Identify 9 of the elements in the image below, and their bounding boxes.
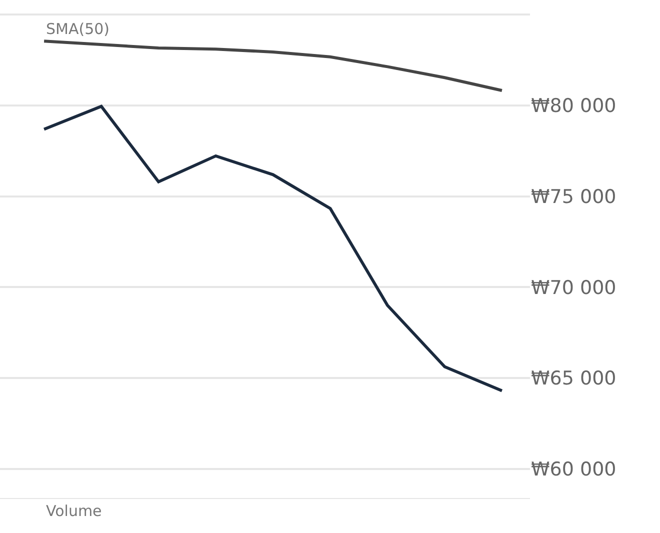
line-series bbox=[42, 104, 504, 392]
y-tick-label: ₩75 000 bbox=[531, 186, 616, 208]
line-series bbox=[42, 40, 504, 92]
y-tick-label: ₩60 000 bbox=[531, 458, 616, 481]
y-tick-label: ₩80 000 bbox=[531, 95, 616, 118]
y-tick-label: ₩70 000 bbox=[531, 276, 616, 299]
y-tick-label: ₩65 000 bbox=[531, 368, 616, 390]
text: Volume bbox=[46, 502, 102, 520]
series-label: SMA(50) bbox=[46, 20, 110, 38]
